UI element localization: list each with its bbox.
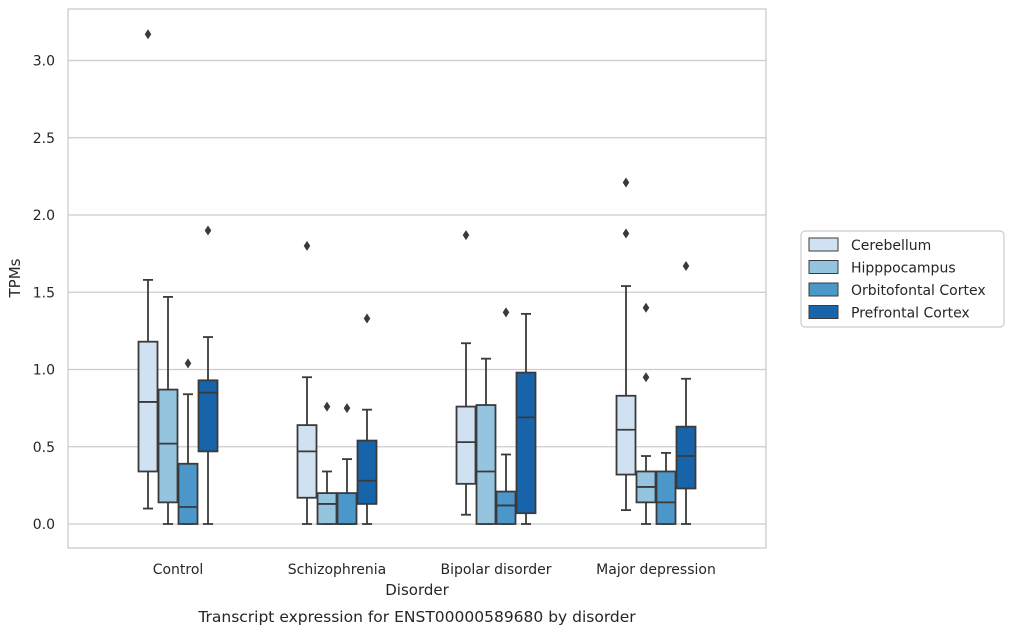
y-gridlines (68, 59, 766, 525)
outlier-point (184, 358, 192, 369)
box-orbitofontal-cortex (655, 452, 677, 525)
y-tick-label: 3.0 (33, 54, 55, 70)
box-hipppocampus (475, 357, 497, 525)
box (356, 439, 378, 505)
box-prefrontal-cortex (515, 312, 537, 525)
outlier-point (303, 240, 311, 251)
box-hipppocampus (635, 302, 657, 525)
outlier-point (622, 177, 630, 188)
legend-swatch (808, 305, 839, 319)
outlier-point (642, 372, 650, 383)
box (675, 425, 697, 490)
outlier-point (682, 260, 690, 271)
legend: Cerebellum Hipppocampus Orbitofontal Corte… (800, 230, 1005, 328)
legend-swatch (808, 260, 839, 274)
outlier-point (462, 230, 470, 241)
box (137, 340, 159, 473)
box-prefrontal-cortex (675, 260, 697, 525)
legend-label: Hipppocampus (851, 261, 956, 277)
box (316, 492, 338, 525)
outlier-point (622, 228, 630, 239)
legend-label: Orbitofontal Cortex (851, 283, 986, 299)
outlier-point (323, 401, 331, 412)
box-hipppocampus (316, 401, 338, 525)
outlier-point (144, 29, 152, 40)
outlier-point (502, 307, 510, 318)
legend-label: Cerebellum (851, 238, 931, 254)
outlier-point (343, 403, 351, 414)
x-tick-labels: Control Schizophrenia Bipolar disorder Majo… (153, 562, 716, 578)
x-tick-label: Control (153, 562, 204, 578)
box-cerebellum (137, 29, 159, 510)
box-plot-area (137, 29, 697, 525)
legend-label: Prefrontal Cortex (851, 306, 970, 322)
chart-caption: Transcript expression for ENST0000058968… (197, 608, 636, 626)
box-prefrontal-cortex (197, 225, 219, 525)
x-axis-label: Disorder (385, 581, 449, 599)
legend-box (800, 230, 1005, 328)
box-cerebellum (296, 240, 318, 525)
box-orbitofontal-cortex (495, 307, 517, 525)
box (475, 404, 497, 525)
box (455, 405, 477, 485)
y-tick-labels: 0.0 0.5 1.0 1.5 2.0 2.5 3.0 (33, 54, 55, 534)
box (157, 388, 179, 504)
x-tick-label: Schizophrenia (288, 562, 386, 578)
y-tick-label: 0.0 (33, 517, 55, 533)
legend-swatch (808, 282, 839, 297)
box-cerebellum (615, 177, 637, 511)
box-hipppocampus (157, 295, 179, 525)
plot-frame (67, 8, 767, 549)
box-orbitofontal-cortex (177, 358, 199, 525)
box (296, 424, 318, 499)
box-cerebellum (455, 230, 477, 516)
y-tick-label: 1.5 (33, 285, 55, 301)
y-tick-label: 2.0 (33, 208, 55, 224)
outlier-point (363, 313, 371, 324)
box (655, 470, 677, 525)
box (177, 462, 199, 525)
box (495, 490, 517, 525)
y-axis-label: TPMs (6, 258, 24, 298)
box (615, 394, 637, 476)
x-tick-label: Major depression (596, 562, 716, 578)
box (336, 492, 358, 525)
x-tick-label: Bipolar disorder (440, 562, 551, 578)
box (515, 371, 537, 515)
y-tick-label: 2.5 (33, 131, 55, 147)
outlier-point (642, 302, 650, 313)
box-orbitofontal-cortex (336, 403, 358, 525)
y-tick-label: 0.5 (33, 440, 55, 456)
y-tick-label: 1.0 (33, 363, 55, 379)
outlier-point (204, 225, 212, 236)
box (197, 379, 219, 453)
box-prefrontal-cortex (356, 313, 378, 525)
legend-swatch (808, 237, 839, 252)
